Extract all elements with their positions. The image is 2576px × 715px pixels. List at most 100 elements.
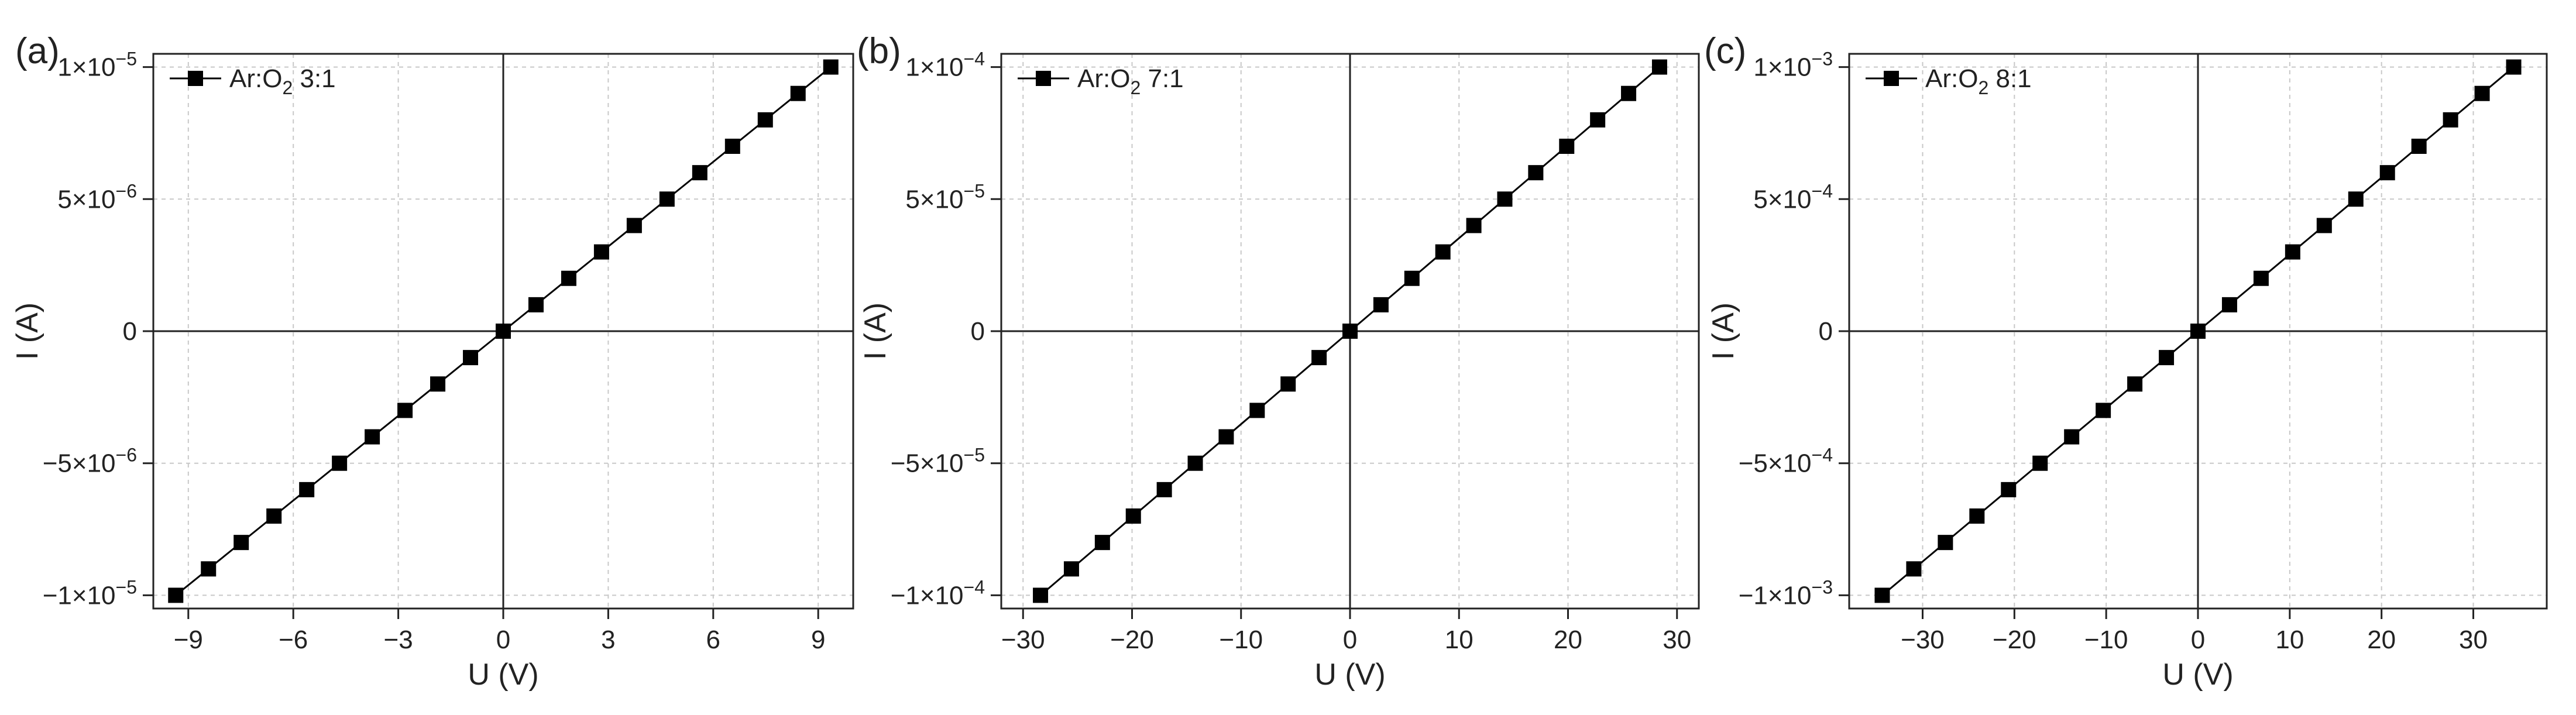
data-point xyxy=(1906,561,1922,577)
data-point xyxy=(626,218,642,233)
data-point xyxy=(561,270,576,286)
data-point xyxy=(2253,270,2269,286)
data-point xyxy=(692,165,707,181)
y-tick-label: 0 xyxy=(971,317,985,346)
x-axis-label: U (V) xyxy=(2162,658,2233,692)
data-point xyxy=(299,482,315,497)
y-tick-label: −1×10−5 xyxy=(43,576,137,610)
data-point xyxy=(2032,455,2048,471)
y-tick-label: 5×10−4 xyxy=(1753,180,1833,214)
data-point xyxy=(496,324,511,339)
legend-marker xyxy=(1036,71,1051,86)
x-tick-label: −3 xyxy=(384,625,413,654)
y-axis-label: I (A) xyxy=(11,302,44,360)
panel-label: (c) xyxy=(1704,31,1746,71)
y-axis-label: I (A) xyxy=(858,302,892,360)
data-point xyxy=(1094,535,1110,551)
data-point xyxy=(2221,297,2237,312)
y-tick-label: 1×10−5 xyxy=(57,49,137,82)
data-point xyxy=(233,535,249,551)
x-tick-label: 20 xyxy=(2367,625,2396,654)
x-tick-label: 10 xyxy=(1445,625,1474,654)
chart-panel-1: (a) −9 −6 −3 0 3 6 9 −1×10−5 −5×10−6 0 5×10−6 1×10−5… xyxy=(11,31,854,692)
data-point xyxy=(1528,165,1544,181)
data-point xyxy=(2096,403,2111,418)
data-point xyxy=(1969,508,1985,524)
data-point xyxy=(1063,561,1079,577)
x-tick-label: −20 xyxy=(1110,625,1154,654)
data-point xyxy=(528,297,544,312)
data-point xyxy=(463,350,479,366)
x-tick-label: −9 xyxy=(174,625,203,654)
x-tick-label: 9 xyxy=(811,625,825,654)
data-point xyxy=(2506,59,2522,75)
x-tick-label: −6 xyxy=(279,625,308,654)
panel-label: (b) xyxy=(857,31,901,71)
data-point xyxy=(790,85,806,101)
x-tick-label: 3 xyxy=(601,625,615,654)
data-point xyxy=(1311,350,1327,366)
data-point xyxy=(1497,191,1513,207)
x-axis-label: U (V) xyxy=(1314,658,1385,692)
legend-label: Ar:O2 7:1 xyxy=(1077,64,1184,98)
data-point xyxy=(168,587,184,603)
x-tick-label: 30 xyxy=(2459,625,2488,654)
x-tick-label: −30 xyxy=(1001,625,1045,654)
data-point xyxy=(365,429,380,445)
x-tick-label: −30 xyxy=(1901,625,1945,654)
data-point xyxy=(1621,85,1637,101)
data-point xyxy=(2379,165,2395,181)
legend-label: Ar:O2 3:1 xyxy=(229,64,336,98)
y-tick-label: −5×10−5 xyxy=(891,445,985,478)
y-tick-label: −1×10−3 xyxy=(1739,576,1833,610)
data-point xyxy=(2411,139,2427,154)
data-point xyxy=(2348,191,2364,207)
y-tick-label: 0 xyxy=(1819,317,1833,346)
x-tick-label: −20 xyxy=(1993,625,2036,654)
data-point xyxy=(2064,429,2080,445)
y-tick-label: 1×10−4 xyxy=(905,49,985,82)
x-tick-label: 0 xyxy=(496,625,510,654)
data-point xyxy=(201,561,217,577)
legend-marker xyxy=(188,71,203,86)
x-tick-label: 30 xyxy=(1663,625,1691,654)
x-tick-label: 10 xyxy=(2275,625,2304,654)
x-tick-label: 0 xyxy=(1343,625,1357,654)
x-tick-label: 20 xyxy=(1554,625,1582,654)
data-point xyxy=(1156,482,1172,497)
x-tick-label: 0 xyxy=(2191,625,2205,654)
data-point xyxy=(1559,139,1575,154)
data-point xyxy=(1590,112,1606,128)
data-point xyxy=(2285,244,2300,260)
y-tick-label: −5×10−4 xyxy=(1739,445,1833,478)
data-point xyxy=(1342,324,1358,339)
y-tick-label: 1×10−3 xyxy=(1753,49,1833,82)
data-point xyxy=(1435,244,1451,260)
data-point xyxy=(757,112,773,128)
data-point xyxy=(2190,324,2206,339)
data-point xyxy=(2127,376,2143,392)
data-point xyxy=(1033,587,1049,603)
data-point xyxy=(2474,85,2490,101)
y-axis-label: I (A) xyxy=(1706,302,1740,360)
x-axis-label: U (V) xyxy=(468,658,538,692)
data-point xyxy=(1187,455,1203,471)
data-point xyxy=(1874,587,1890,603)
data-point xyxy=(1466,218,1482,233)
x-tick-label: 6 xyxy=(706,625,720,654)
data-point xyxy=(724,139,740,154)
data-point xyxy=(430,376,446,392)
data-point xyxy=(1249,403,1265,418)
legend-marker xyxy=(1884,71,1899,86)
chart-panel-2: (b) −30 −20 −10 0 10 20 30 −1×10−4 −5×10−5 0 5×10−5… xyxy=(857,31,1700,692)
data-point xyxy=(2316,218,2332,233)
x-tick-label: −10 xyxy=(2084,625,2128,654)
panel-label: (a) xyxy=(15,31,60,71)
y-tick-label: −5×10−6 xyxy=(43,445,137,478)
data-point xyxy=(397,403,413,418)
data-point xyxy=(2001,482,2017,497)
y-tick-label: 0 xyxy=(123,317,137,346)
data-point xyxy=(1218,429,1234,445)
data-point xyxy=(1404,270,1420,286)
